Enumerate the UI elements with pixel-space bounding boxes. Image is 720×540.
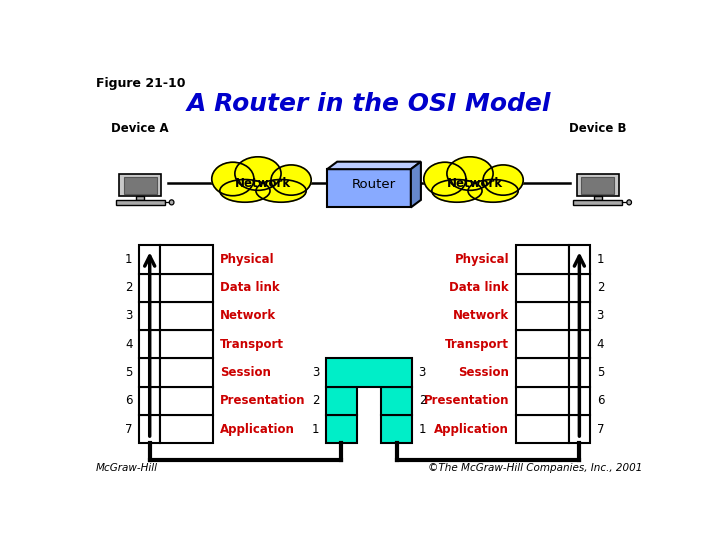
Text: Presentation: Presentation xyxy=(423,394,509,407)
Text: Session: Session xyxy=(220,366,271,379)
FancyBboxPatch shape xyxy=(161,359,213,387)
Polygon shape xyxy=(327,161,421,169)
FancyBboxPatch shape xyxy=(139,359,161,387)
FancyBboxPatch shape xyxy=(569,302,590,330)
Text: Physical: Physical xyxy=(220,253,274,266)
Ellipse shape xyxy=(424,162,466,195)
FancyBboxPatch shape xyxy=(569,274,590,302)
Text: 1: 1 xyxy=(597,253,604,266)
FancyBboxPatch shape xyxy=(161,302,213,330)
Text: Device A: Device A xyxy=(112,123,169,136)
Text: Network: Network xyxy=(220,309,276,322)
Ellipse shape xyxy=(220,179,270,202)
FancyBboxPatch shape xyxy=(119,174,161,197)
Ellipse shape xyxy=(256,179,306,202)
Text: 2: 2 xyxy=(597,281,604,294)
Text: 3: 3 xyxy=(125,309,132,322)
Text: A Router in the OSI Model: A Router in the OSI Model xyxy=(186,92,552,116)
Text: Device B: Device B xyxy=(569,123,626,136)
Text: 2: 2 xyxy=(312,394,320,407)
Text: 3: 3 xyxy=(418,366,426,379)
FancyBboxPatch shape xyxy=(161,245,213,274)
FancyBboxPatch shape xyxy=(139,387,161,415)
FancyBboxPatch shape xyxy=(327,169,411,207)
Ellipse shape xyxy=(169,200,174,205)
Ellipse shape xyxy=(483,165,523,195)
Ellipse shape xyxy=(468,179,518,202)
Text: 3: 3 xyxy=(597,309,604,322)
Text: Session: Session xyxy=(458,366,509,379)
FancyBboxPatch shape xyxy=(516,274,569,302)
FancyBboxPatch shape xyxy=(569,387,590,415)
Text: 1: 1 xyxy=(125,253,132,266)
FancyBboxPatch shape xyxy=(139,302,161,330)
Text: 2: 2 xyxy=(418,394,426,407)
Text: 6: 6 xyxy=(597,394,604,407)
Text: ©The McGraw-Hill Companies, Inc., 2001: ©The McGraw-Hill Companies, Inc., 2001 xyxy=(428,463,642,473)
Ellipse shape xyxy=(235,157,281,190)
FancyBboxPatch shape xyxy=(569,359,590,387)
Text: 1: 1 xyxy=(312,422,320,436)
Text: Presentation: Presentation xyxy=(220,394,305,407)
FancyBboxPatch shape xyxy=(161,387,213,415)
Text: Transport: Transport xyxy=(445,338,509,350)
FancyBboxPatch shape xyxy=(326,359,412,387)
Text: Network: Network xyxy=(235,177,291,190)
FancyBboxPatch shape xyxy=(326,387,356,415)
Text: Figure 21-10: Figure 21-10 xyxy=(96,77,185,90)
FancyBboxPatch shape xyxy=(573,200,622,205)
FancyBboxPatch shape xyxy=(569,330,590,359)
Text: Application: Application xyxy=(220,422,295,436)
Polygon shape xyxy=(411,161,421,207)
Ellipse shape xyxy=(627,200,631,205)
Ellipse shape xyxy=(447,157,493,190)
Text: 1: 1 xyxy=(418,422,426,436)
FancyBboxPatch shape xyxy=(382,415,412,443)
FancyBboxPatch shape xyxy=(516,359,569,387)
Text: 5: 5 xyxy=(597,366,604,379)
FancyBboxPatch shape xyxy=(161,274,213,302)
Text: Application: Application xyxy=(434,422,509,436)
FancyBboxPatch shape xyxy=(124,177,157,193)
Ellipse shape xyxy=(271,165,311,195)
FancyBboxPatch shape xyxy=(516,245,569,274)
FancyBboxPatch shape xyxy=(569,245,590,274)
Text: 7: 7 xyxy=(597,422,604,436)
FancyBboxPatch shape xyxy=(139,274,161,302)
Text: Data link: Data link xyxy=(220,281,279,294)
Text: 3: 3 xyxy=(312,366,320,379)
FancyBboxPatch shape xyxy=(516,302,569,330)
FancyBboxPatch shape xyxy=(326,415,356,443)
Text: Network: Network xyxy=(453,309,509,322)
Text: 4: 4 xyxy=(597,338,604,350)
Text: 4: 4 xyxy=(125,338,132,350)
FancyBboxPatch shape xyxy=(569,415,590,443)
FancyBboxPatch shape xyxy=(116,200,165,205)
Text: Data link: Data link xyxy=(449,281,509,294)
Ellipse shape xyxy=(212,162,254,195)
FancyBboxPatch shape xyxy=(136,196,144,200)
FancyBboxPatch shape xyxy=(594,196,602,200)
Ellipse shape xyxy=(432,179,482,202)
Text: 2: 2 xyxy=(125,281,132,294)
FancyBboxPatch shape xyxy=(161,415,213,443)
FancyBboxPatch shape xyxy=(516,415,569,443)
Text: Router: Router xyxy=(352,178,396,191)
Text: 7: 7 xyxy=(125,422,132,436)
FancyBboxPatch shape xyxy=(139,330,161,359)
Text: 6: 6 xyxy=(125,394,132,407)
Text: Transport: Transport xyxy=(220,338,284,350)
Text: Physical: Physical xyxy=(454,253,509,266)
FancyBboxPatch shape xyxy=(139,415,161,443)
Text: McGraw-Hill: McGraw-Hill xyxy=(96,463,158,473)
FancyBboxPatch shape xyxy=(581,177,614,193)
Text: Network: Network xyxy=(447,177,503,190)
FancyBboxPatch shape xyxy=(382,387,412,415)
FancyBboxPatch shape xyxy=(139,245,161,274)
FancyBboxPatch shape xyxy=(577,174,619,197)
FancyBboxPatch shape xyxy=(161,330,213,359)
FancyBboxPatch shape xyxy=(516,330,569,359)
Text: 5: 5 xyxy=(125,366,132,379)
FancyBboxPatch shape xyxy=(516,387,569,415)
